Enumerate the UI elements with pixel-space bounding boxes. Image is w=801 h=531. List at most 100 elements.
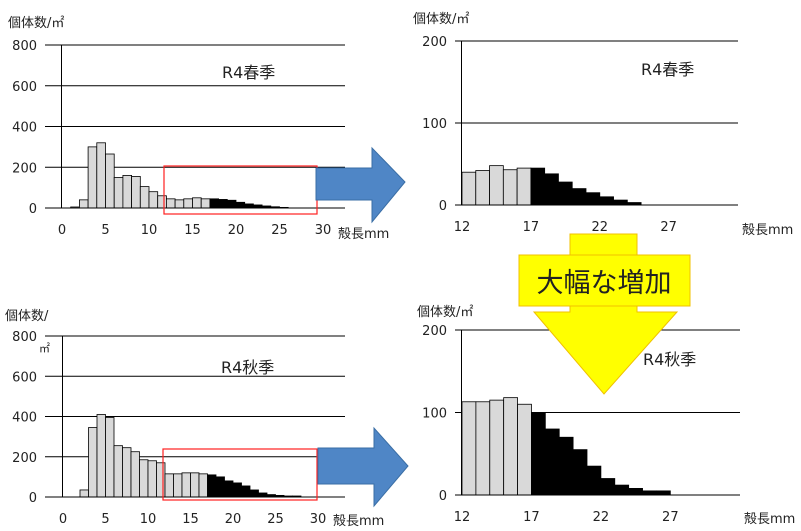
x-tick-label: 12 <box>454 510 471 525</box>
bar <box>122 447 132 498</box>
x-tick-label: 0 <box>59 512 67 527</box>
bar <box>232 482 242 498</box>
bar <box>600 478 616 496</box>
bar <box>173 473 183 498</box>
bar <box>113 177 124 209</box>
bar <box>130 451 140 498</box>
y-tick-label: 200 <box>12 451 37 466</box>
bar <box>656 490 671 496</box>
x-tick-label: 17 <box>523 220 540 235</box>
bar <box>244 203 254 209</box>
bar <box>215 476 225 498</box>
bar <box>224 480 234 498</box>
bar <box>558 436 574 496</box>
y-axis-title: 個体数/㎡ <box>8 16 64 31</box>
bar <box>165 198 176 209</box>
bar <box>209 198 219 209</box>
bar <box>586 465 602 496</box>
bar <box>113 445 123 498</box>
down-arrow-icon <box>532 233 679 395</box>
bar <box>192 197 202 209</box>
bar <box>198 473 208 498</box>
y-axis-title: 個体数/㎡ <box>413 12 469 27</box>
bar <box>489 399 505 496</box>
chart-autumn-full: 0 200 400 600 800 0 5 10 15 20 25 30 個体数/ ㎡ R4秋季 殻… <box>5 309 384 529</box>
x-tick-label: 5 <box>101 512 109 527</box>
bar <box>502 169 518 206</box>
panel-label: R4秋季 <box>643 350 696 369</box>
y-tick-label: 800 <box>12 39 37 54</box>
bar <box>200 198 211 209</box>
bar <box>183 198 193 209</box>
bar <box>461 401 477 496</box>
y-axis-unit: ㎡ <box>39 342 50 355</box>
bar <box>241 485 251 498</box>
bar <box>516 167 532 206</box>
bar <box>235 201 246 209</box>
bar <box>475 170 490 206</box>
bar <box>88 427 98 498</box>
bar <box>531 412 546 496</box>
bar <box>226 199 237 209</box>
bar <box>585 192 601 206</box>
bar <box>249 489 259 498</box>
bar <box>503 397 518 496</box>
bar <box>614 484 630 496</box>
bar <box>544 173 559 206</box>
y-tick-label: 200 <box>422 35 447 50</box>
bar <box>87 146 98 209</box>
x-tick-label: 0 <box>58 223 66 238</box>
bar <box>156 462 166 498</box>
bar <box>642 490 657 496</box>
bar <box>258 492 268 498</box>
bar <box>131 176 141 209</box>
x-tick-label: 20 <box>225 512 242 527</box>
y-tick-label: 200 <box>12 161 37 176</box>
x-tick-label: 12 <box>454 220 471 235</box>
x-tick-label: 30 <box>310 512 327 527</box>
x-tick-label: 10 <box>141 223 158 238</box>
bar <box>489 165 504 206</box>
x-tick-label: 15 <box>184 223 201 238</box>
y-tick-label: 600 <box>12 370 37 385</box>
bar <box>79 199 89 209</box>
x-tick-label: 17 <box>523 510 540 525</box>
bar <box>96 142 106 209</box>
x-axis-title: 殻長mm <box>742 223 793 238</box>
x-tick-label: 27 <box>662 510 679 525</box>
zoom-arrow-icon <box>317 426 409 508</box>
y-axis-title: 個体数/ <box>5 309 49 324</box>
callout-box <box>518 254 691 307</box>
chart-autumn-zoom: 0 100 200 12 17 22 27 個体数/㎡ R4秋季 殻長mm <box>417 305 795 527</box>
bar <box>139 459 149 498</box>
bar <box>571 188 587 206</box>
bar <box>148 191 159 209</box>
bar <box>599 196 614 206</box>
x-tick-label: 20 <box>228 223 245 238</box>
y-tick-label: 100 <box>422 117 447 132</box>
chart-spring-zoom: 0 100 200 12 17 22 27 個体数/㎡ R4春季 殻長mm <box>413 12 793 238</box>
y-tick-label: 800 <box>12 330 37 345</box>
bar <box>79 489 89 498</box>
x-tick-label: 22 <box>592 220 609 235</box>
panel-label: R4春季 <box>222 63 275 82</box>
y-tick-label: 400 <box>12 411 37 426</box>
bar <box>530 167 546 206</box>
x-tick-label: 25 <box>267 512 284 527</box>
callout: 大幅な増加 <box>518 233 691 395</box>
bar <box>105 153 115 209</box>
x-tick-label: 30 <box>315 223 332 238</box>
bar <box>181 472 191 498</box>
highlight-box-autumn <box>162 448 318 501</box>
bar <box>122 174 133 209</box>
bar <box>174 199 185 209</box>
x-axis-title: 殻長mm <box>744 512 795 527</box>
bar <box>157 195 167 209</box>
panel-label: R4春季 <box>641 60 694 79</box>
y-tick-label: 0 <box>29 202 37 217</box>
x-axis-title: 殻長mm <box>338 227 389 242</box>
bar <box>190 472 200 498</box>
zoom-arrow-icon <box>315 146 406 224</box>
x-tick-label: 5 <box>101 223 109 238</box>
